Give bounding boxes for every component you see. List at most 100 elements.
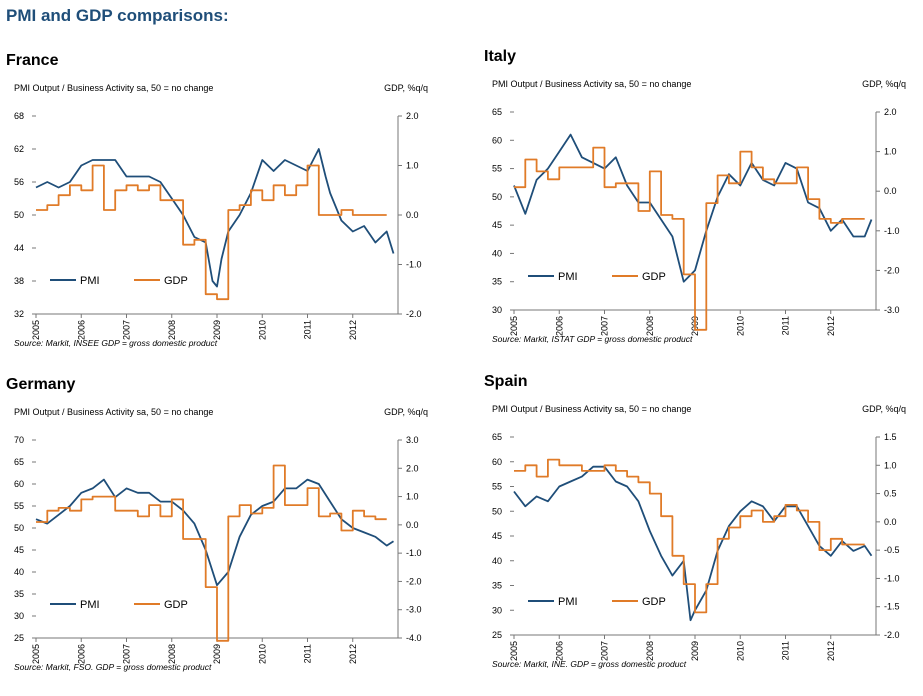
right-tick-label: 0.0 xyxy=(406,520,419,530)
right-tick-label: -2.0 xyxy=(406,576,422,586)
left-tick-label: 44 xyxy=(14,243,24,253)
x-tick-label: 2012 xyxy=(826,316,836,336)
gdp-series-line xyxy=(514,458,865,614)
legend-gdp-label: GDP xyxy=(642,596,666,608)
x-tick-label: 2008 xyxy=(167,320,177,340)
left-tick-label: 35 xyxy=(492,277,502,287)
left-tick-label: 40 xyxy=(14,567,24,577)
left-tick-label: 40 xyxy=(492,556,502,566)
right-axis-header: GDP, %q/q xyxy=(862,404,906,414)
left-tick-label: 50 xyxy=(492,192,502,202)
right-tick-label: 3.0 xyxy=(406,435,419,445)
right-tick-label: -1.0 xyxy=(406,548,422,558)
x-tick-label: 2005 xyxy=(509,316,519,336)
right-tick-label: -1.0 xyxy=(884,226,900,236)
x-tick-label: 2008 xyxy=(645,316,655,336)
left-tick-label: 45 xyxy=(14,545,24,555)
left-axis-header: PMI Output / Business Activity sa, 50 = … xyxy=(492,404,692,414)
right-tick-label: -0.5 xyxy=(884,545,900,555)
x-tick-label: 2010 xyxy=(735,641,745,661)
right-tick-label: -2.0 xyxy=(884,265,900,275)
x-tick-label: 2009 xyxy=(690,641,700,661)
x-tick-label: 2006 xyxy=(554,641,564,661)
x-tick-label: 2011 xyxy=(781,316,791,335)
left-tick-label: 70 xyxy=(14,435,24,445)
source-note: Source: Markit, ISTAT GDP = gross domest… xyxy=(492,334,693,344)
x-tick-label: 2012 xyxy=(348,644,358,664)
chart-italy: 30 35 40 45 50 55 60 65 2.0 1.0 0.0 -1.0 -2.0 -3.0 200… xyxy=(492,107,900,336)
x-tick-label: 2011 xyxy=(303,644,313,663)
page-title: PMI and GDP comparisons: xyxy=(6,6,229,25)
right-tick-label: -1.5 xyxy=(884,602,900,612)
x-tick-label: 2006 xyxy=(76,320,86,340)
right-axis-header: GDP, %q/q xyxy=(384,407,428,417)
right-tick-label: 0.5 xyxy=(884,489,897,499)
right-tick-label: 0.0 xyxy=(884,517,897,527)
left-tick-label: 30 xyxy=(492,605,502,615)
legend-pmi-label: PMI xyxy=(558,596,578,608)
pmi-series-line xyxy=(35,478,394,587)
left-tick-label: 55 xyxy=(14,501,24,511)
chart-france: 32 38 44 50 56 62 68 2.0 1.0 0.0 -1.0 -2.0 2005 2006 2… xyxy=(14,111,422,340)
right-tick-label: 2.0 xyxy=(884,107,897,117)
left-tick-label: 30 xyxy=(14,611,24,621)
chart-panel-france: France PMI Output / Business Activity sa… xyxy=(6,52,436,372)
left-tick-label: 40 xyxy=(492,248,502,258)
country-title: Italy xyxy=(484,48,517,65)
right-tick-label: -1.0 xyxy=(884,573,900,583)
right-tick-label: -2.0 xyxy=(406,309,422,319)
x-tick-label: 2010 xyxy=(257,644,267,664)
chart-germany: 25 30 35 40 45 50 55 60 65 70 3.0 2.0 1.0 0.0 -1.0 -2.0… xyxy=(14,435,422,664)
right-tick-label: 2.0 xyxy=(406,111,419,121)
pmi-series-line xyxy=(513,465,873,622)
x-tick-label: 2012 xyxy=(826,641,836,661)
left-tick-label: 68 xyxy=(14,111,24,121)
left-tick-label: 56 xyxy=(14,177,24,187)
country-title: France xyxy=(6,52,59,69)
x-tick-label: 2009 xyxy=(212,320,222,340)
right-tick-label: -2.0 xyxy=(884,630,900,640)
x-tick-label: 2006 xyxy=(76,644,86,664)
country-title: Spain xyxy=(484,373,528,390)
right-tick-label: -4.0 xyxy=(406,633,422,643)
gdp-series-line xyxy=(36,464,387,642)
left-tick-label: 35 xyxy=(14,589,24,599)
left-tick-label: 38 xyxy=(14,276,24,286)
left-tick-label: 62 xyxy=(14,144,24,154)
gdp-series-line xyxy=(36,164,387,301)
source-note: Source: Markit, INE. GDP = gross domesti… xyxy=(492,659,687,669)
left-tick-label: 30 xyxy=(492,305,502,315)
right-tick-label: 0.0 xyxy=(406,210,419,220)
x-tick-label: 2011 xyxy=(303,320,313,339)
country-title: Germany xyxy=(6,376,76,393)
right-axis-header: GDP, %q/q xyxy=(862,79,906,89)
legend-gdp-label: GDP xyxy=(164,599,188,611)
left-tick-label: 50 xyxy=(14,210,24,220)
source-note: Source: Markit, FSO. GDP = gross domesti… xyxy=(14,662,212,672)
x-tick-label: 2007 xyxy=(122,644,132,664)
x-tick-label: 2005 xyxy=(509,641,519,661)
left-tick-label: 50 xyxy=(492,506,502,516)
x-tick-label: 2010 xyxy=(257,320,267,340)
left-tick-label: 55 xyxy=(492,164,502,174)
left-tick-label: 60 xyxy=(492,457,502,467)
left-tick-label: 35 xyxy=(492,581,502,591)
left-tick-label: 65 xyxy=(492,432,502,442)
right-tick-label: 1.0 xyxy=(406,161,419,171)
left-tick-label: 32 xyxy=(14,309,24,319)
pmi-series-line xyxy=(35,148,395,288)
source-note: Source: Markit, INSEE GDP = gross domest… xyxy=(14,338,218,348)
legend-gdp-label: GDP xyxy=(642,271,666,283)
x-tick-label: 2007 xyxy=(600,316,610,336)
left-tick-label: 60 xyxy=(14,479,24,489)
chart-panel-spain: Spain PMI Output / Business Activity sa,… xyxy=(484,373,914,693)
right-tick-label: 0.0 xyxy=(884,186,897,196)
chart-panel-germany: Germany PMI Output / Business Activity s… xyxy=(6,376,436,696)
right-tick-label: -3.0 xyxy=(884,305,900,315)
right-tick-label: -3.0 xyxy=(406,605,422,615)
x-tick-label: 2005 xyxy=(31,644,41,664)
left-axis-header: PMI Output / Business Activity sa, 50 = … xyxy=(492,79,692,89)
legend-gdp-label: GDP xyxy=(164,275,188,287)
right-tick-label: 2.0 xyxy=(406,463,419,473)
x-tick-label: 2006 xyxy=(554,316,564,336)
